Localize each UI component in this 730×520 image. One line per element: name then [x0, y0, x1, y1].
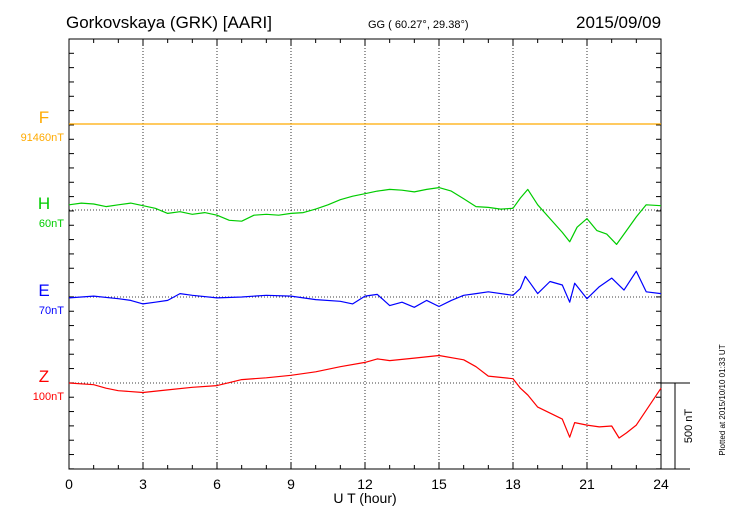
station-coordinates: GG ( 60.27°, 29.38°): [368, 19, 469, 31]
x-tick-label: 21: [579, 476, 595, 492]
date-label: 2015/09/09: [576, 13, 661, 32]
component-labels: F 91460nT H 60nT E 70nT Z 100nT: [21, 108, 65, 403]
scale-bar: 500 nT: [661, 382, 695, 470]
x-tick-label: 15: [431, 476, 447, 492]
plotted-at-note: Plotted at 2015/10/10 01:33 UT: [718, 344, 727, 455]
series-line-h: [68, 187, 662, 245]
series-line-z: [68, 354, 662, 439]
series-lines: [68, 123, 662, 439]
x-tick-label: 9: [287, 476, 295, 492]
series-name-e: E: [38, 281, 49, 300]
x-ticks: 0 3 6 9 12 15 18 21 24: [65, 39, 669, 492]
x-tick-label: 18: [505, 476, 521, 492]
grid: [142, 39, 588, 469]
series-base-f: 91460nT: [21, 132, 65, 144]
series-base-z: 100nT: [33, 391, 64, 403]
x-tick-label: 3: [139, 476, 147, 492]
series-name-h: H: [38, 194, 50, 213]
scale-bar-label: 500 nT: [683, 409, 695, 444]
x-axis-label: U T (hour): [333, 490, 396, 506]
series-base-h: 60nT: [39, 218, 64, 230]
series-line-e: [68, 270, 662, 308]
plot-frame: [68, 38, 662, 470]
x-tick-label: 12: [357, 476, 373, 492]
series-name-z: Z: [39, 367, 49, 386]
x-tick-label: 24: [653, 476, 669, 492]
series-name-f: F: [39, 108, 49, 127]
chart-title: Gorkovskaya (GRK) [AARI]: [66, 13, 272, 32]
series-base-e: 70nT: [39, 305, 64, 317]
x-tick-label: 0: [65, 476, 73, 492]
x-tick-label: 6: [213, 476, 221, 492]
